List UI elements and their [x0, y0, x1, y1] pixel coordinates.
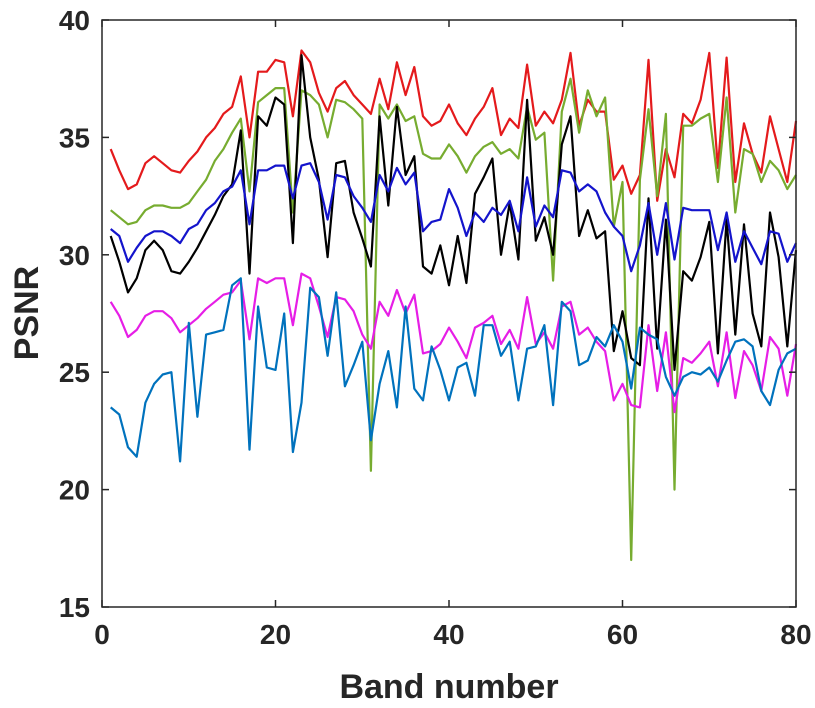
x-axis-ticks: 0 20 40 60 80: [94, 20, 812, 650]
series-line-2: [110, 77, 797, 562]
series-line-4: [110, 162, 797, 273]
y-tick-label: 15: [59, 592, 90, 623]
y-tick-label: 20: [59, 475, 90, 506]
y-tick-label: 30: [59, 240, 90, 271]
plot-lines: [109, 49, 798, 562]
plot-frame: [101, 19, 797, 608]
y-tick-label: 40: [59, 5, 90, 36]
y-axis-ticks: 15 20 25 30 35 40: [59, 5, 796, 623]
x-tick-label: 20: [260, 619, 291, 650]
x-tick-label: 60: [607, 619, 638, 650]
x-tick-label: 80: [780, 619, 811, 650]
series-line-6: [109, 277, 797, 463]
y-tick-label: 25: [59, 357, 90, 388]
x-tick-label: 40: [433, 619, 464, 650]
series-line-1: [109, 49, 798, 202]
series-line-5: [109, 272, 798, 414]
x-tick-label: 0: [94, 619, 110, 650]
y-tick-label: 35: [59, 122, 90, 153]
x-axis-title: Band number: [339, 668, 558, 706]
y-axis-title: PSNR: [8, 266, 46, 360]
series-line-3: [109, 54, 798, 371]
